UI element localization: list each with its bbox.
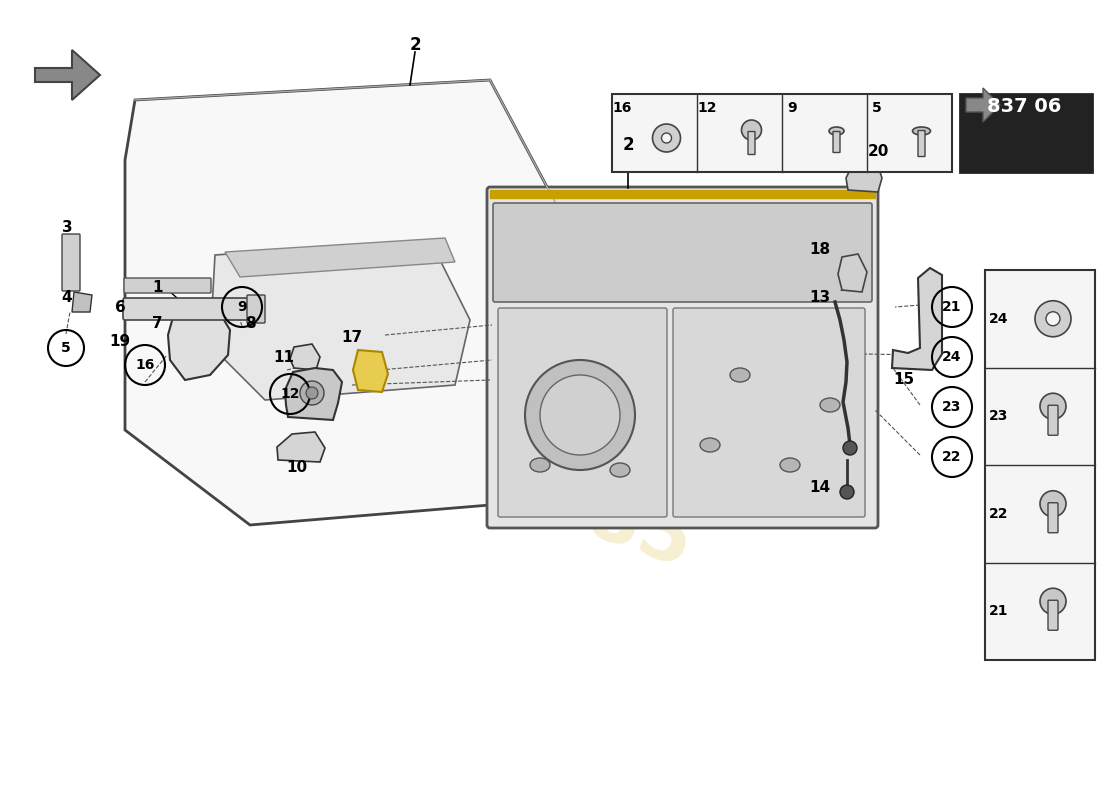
- FancyBboxPatch shape: [248, 295, 265, 323]
- Polygon shape: [210, 240, 470, 400]
- Text: 18: 18: [808, 242, 830, 258]
- Ellipse shape: [780, 458, 800, 472]
- Text: 2: 2: [623, 136, 634, 154]
- Text: 22: 22: [989, 506, 1009, 521]
- Polygon shape: [290, 344, 320, 370]
- FancyBboxPatch shape: [918, 130, 925, 157]
- FancyBboxPatch shape: [498, 308, 667, 517]
- Text: 19: 19: [109, 334, 131, 350]
- Text: 2: 2: [409, 36, 421, 54]
- FancyBboxPatch shape: [1048, 502, 1058, 533]
- Text: 12: 12: [697, 101, 717, 115]
- FancyBboxPatch shape: [612, 94, 952, 172]
- Circle shape: [741, 120, 761, 140]
- Polygon shape: [35, 50, 100, 100]
- Text: 4: 4: [62, 290, 73, 306]
- Text: 16: 16: [135, 358, 155, 372]
- Text: 8: 8: [244, 317, 255, 331]
- Text: 14: 14: [808, 481, 830, 495]
- Circle shape: [843, 441, 857, 455]
- Polygon shape: [277, 432, 324, 462]
- Polygon shape: [168, 305, 230, 380]
- Text: 15: 15: [893, 373, 914, 387]
- Ellipse shape: [530, 458, 550, 472]
- Text: 13: 13: [808, 290, 830, 305]
- FancyBboxPatch shape: [1048, 600, 1058, 630]
- FancyBboxPatch shape: [984, 270, 1094, 660]
- Text: 16: 16: [613, 101, 631, 115]
- Text: 22: 22: [943, 450, 961, 464]
- Text: 11: 11: [274, 350, 295, 365]
- Text: 10: 10: [286, 459, 308, 474]
- Text: 5: 5: [62, 341, 70, 355]
- Ellipse shape: [913, 127, 931, 135]
- Polygon shape: [353, 350, 388, 392]
- Text: 1: 1: [153, 279, 163, 294]
- FancyBboxPatch shape: [833, 131, 840, 153]
- Text: 24: 24: [989, 312, 1009, 326]
- Ellipse shape: [820, 398, 840, 412]
- Ellipse shape: [829, 127, 844, 135]
- Circle shape: [652, 124, 681, 152]
- Text: 20: 20: [868, 145, 890, 159]
- FancyBboxPatch shape: [960, 94, 1092, 172]
- Circle shape: [1040, 588, 1066, 614]
- Text: 837 06: 837 06: [987, 97, 1062, 115]
- Circle shape: [540, 375, 620, 455]
- Circle shape: [306, 387, 318, 399]
- Text: 7: 7: [152, 317, 163, 331]
- FancyBboxPatch shape: [673, 308, 865, 517]
- Ellipse shape: [730, 368, 750, 382]
- Text: 6: 6: [114, 301, 125, 315]
- Ellipse shape: [610, 463, 630, 477]
- Ellipse shape: [700, 438, 720, 452]
- Text: 3: 3: [62, 221, 73, 235]
- Text: eurospares: eurospares: [304, 259, 757, 481]
- Text: 9: 9: [238, 300, 246, 314]
- FancyBboxPatch shape: [748, 131, 755, 154]
- FancyBboxPatch shape: [123, 298, 252, 320]
- FancyBboxPatch shape: [487, 187, 878, 528]
- Text: 9: 9: [788, 101, 796, 115]
- Circle shape: [1040, 394, 1066, 419]
- Polygon shape: [966, 88, 1000, 122]
- FancyBboxPatch shape: [124, 278, 211, 293]
- Polygon shape: [72, 292, 92, 312]
- Circle shape: [1040, 490, 1066, 517]
- Polygon shape: [125, 80, 570, 525]
- Circle shape: [661, 133, 671, 143]
- FancyBboxPatch shape: [493, 203, 872, 302]
- Polygon shape: [285, 368, 342, 420]
- Polygon shape: [226, 238, 455, 277]
- Text: 24: 24: [943, 350, 961, 364]
- Text: 23: 23: [989, 410, 1009, 423]
- Text: a passion for: a passion for: [386, 379, 634, 501]
- Circle shape: [840, 485, 854, 499]
- Circle shape: [1035, 301, 1071, 337]
- Circle shape: [1046, 312, 1060, 326]
- Text: 21: 21: [989, 604, 1009, 618]
- Polygon shape: [490, 190, 874, 198]
- Text: 21: 21: [943, 300, 961, 314]
- Text: 12: 12: [280, 387, 299, 401]
- Text: 23: 23: [943, 400, 961, 414]
- Polygon shape: [838, 254, 867, 292]
- Polygon shape: [846, 160, 882, 192]
- FancyBboxPatch shape: [1048, 406, 1058, 435]
- Polygon shape: [892, 268, 942, 370]
- FancyBboxPatch shape: [62, 234, 80, 291]
- Circle shape: [525, 360, 635, 470]
- Text: 17: 17: [341, 330, 363, 346]
- Text: 1985: 1985: [477, 444, 703, 586]
- Circle shape: [300, 381, 324, 405]
- Text: 5: 5: [872, 101, 882, 115]
